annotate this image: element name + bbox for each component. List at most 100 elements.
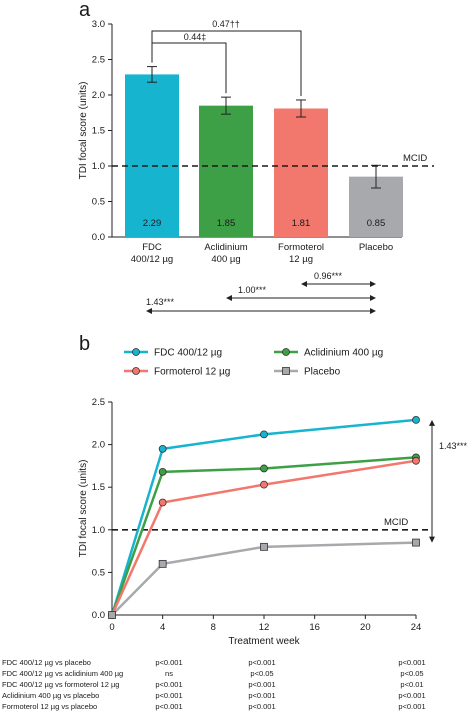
- table-cell: p<0.001: [248, 691, 275, 700]
- data-point: [108, 611, 116, 619]
- legend-marker: [282, 367, 290, 375]
- category-label: Formoterol: [278, 242, 324, 253]
- category-label: Placebo: [359, 242, 393, 253]
- difference-label: 1.43***: [439, 441, 468, 451]
- table-cell: ns: [165, 669, 173, 678]
- y-tick-label: 1.0: [92, 161, 105, 172]
- panel-a-letter: a: [79, 0, 91, 21]
- data-point: [260, 430, 268, 439]
- arrow-head: [226, 295, 232, 301]
- legend-label: Aclidinium 400 µg: [304, 348, 383, 359]
- bar: [199, 105, 253, 238]
- arrow-head: [370, 295, 376, 301]
- data-point: [158, 498, 167, 507]
- bar-chart-panel: 0.0 0.5 1.0 1.5 2.0 2.5 3.0 TDI focal score (un…: [78, 19, 434, 314]
- series-line: [111, 541, 417, 616]
- arrow-head: [370, 281, 376, 287]
- table-cell: p<0.001: [398, 691, 425, 700]
- x-tick-label: 24: [411, 622, 422, 633]
- table-cell: p<0.001: [155, 702, 182, 711]
- comparison-label: 0.96***: [314, 271, 343, 281]
- y-tick-label: 2.5: [92, 55, 105, 66]
- y-tick-label: 2.0: [92, 440, 105, 451]
- comparison-label: 0.44‡: [184, 32, 207, 42]
- table-row-label: Aclidinium 400 µg vs placebo: [2, 691, 99, 700]
- category-label: 400/12 µg: [131, 254, 173, 265]
- table-cell: p<0.001: [155, 680, 182, 689]
- bar: [274, 108, 328, 238]
- table-row-label: FDC 400/12 µg vs formoterol 12 µg: [2, 680, 119, 689]
- y-axis-title: TDI focal score (units): [78, 82, 89, 180]
- data-point: [158, 559, 167, 568]
- x-tick-label: 0: [109, 622, 114, 633]
- mcid-label: MCID: [403, 153, 427, 164]
- y-tick-label: 2.5: [92, 397, 105, 408]
- comparison-label: 1.00***: [238, 285, 267, 295]
- legend-label: Placebo: [304, 367, 341, 378]
- data-point: [260, 464, 268, 473]
- data-point: [158, 467, 167, 476]
- category-label: 12 µg: [289, 254, 313, 265]
- series-line: [110, 456, 417, 616]
- bar-value-label: 1.85: [217, 218, 236, 229]
- arrow-head: [146, 308, 152, 314]
- table-cell: p<0.05: [250, 669, 273, 678]
- category-label: FDC: [142, 242, 162, 253]
- data-point: [260, 480, 268, 489]
- line-chart-panel: FDC 400/12 µg Aclidinium 400 µg Formoterol…: [78, 348, 468, 648]
- bar-value-label: 0.85: [367, 218, 386, 229]
- legend-marker: [132, 367, 140, 375]
- table-cell: p<0.001: [155, 691, 182, 700]
- arrow-head: [429, 536, 435, 543]
- table-cell: p<0.01: [400, 680, 423, 689]
- data-point: [412, 415, 420, 424]
- table-cell: p<0.001: [248, 680, 275, 689]
- comparison-label: 0.47††: [212, 19, 240, 29]
- category-label: 400 µg: [211, 254, 240, 265]
- table-cell: p<0.001: [155, 658, 182, 667]
- x-tick-label: 4: [160, 622, 165, 633]
- bar: [125, 74, 179, 237]
- x-axis-title: Treatment week: [228, 636, 300, 647]
- y-tick-label: 1.0: [92, 525, 105, 536]
- bar-value-label: 2.29: [143, 218, 162, 229]
- comparison-bracket: [151, 42, 227, 94]
- pvalue-table: FDC 400/12 µg vs placebo p<0.001 p<0.001 p<…: [2, 658, 426, 711]
- comparison-label: 1.43***: [146, 297, 175, 307]
- table-cell: p<0.001: [248, 702, 275, 711]
- legend-marker: [132, 348, 140, 356]
- data-point: [260, 542, 268, 551]
- y-tick-label: 0.0: [92, 232, 105, 243]
- table-row-label: FDC 400/12 µg vs placebo: [2, 658, 91, 667]
- arrow-head: [301, 281, 307, 287]
- legend-marker: [282, 348, 290, 356]
- data-point: [158, 444, 167, 453]
- x-tick-label: 16: [309, 622, 320, 633]
- y-tick-label: 1.5: [92, 126, 105, 137]
- y-tick-label: 0.0: [92, 610, 105, 621]
- table-cell: p<0.001: [398, 702, 425, 711]
- comparison-bracket: [151, 30, 302, 96]
- y-tick-label: 3.0: [92, 19, 105, 30]
- data-point: [412, 456, 420, 465]
- table-row-label: Formoterol 12 µg vs placebo: [2, 702, 97, 711]
- arrow-head: [370, 308, 376, 314]
- series-line: [110, 418, 417, 616]
- table-cell: p<0.001: [398, 658, 425, 667]
- x-tick-label: 12: [259, 622, 270, 633]
- panel-b-letter: b: [79, 333, 90, 355]
- legend-label: FDC 400/12 µg: [154, 348, 222, 359]
- x-tick-label: 8: [211, 622, 216, 633]
- y-tick-label: 0.5: [92, 567, 105, 578]
- arrow-head: [429, 419, 435, 426]
- data-point: [412, 538, 420, 547]
- category-label: Aclidinium: [204, 242, 247, 253]
- x-tick-label: 20: [360, 622, 371, 633]
- bar-value-label: 1.81: [292, 218, 311, 229]
- table-row-label: FDC 400/12 µg vs aclidinium 400 µg: [2, 669, 123, 678]
- table-cell: p<0.001: [248, 658, 275, 667]
- y-tick-label: 0.5: [92, 197, 105, 208]
- y-tick-label: 2.0: [92, 90, 105, 101]
- mcid-label: MCID: [384, 517, 408, 528]
